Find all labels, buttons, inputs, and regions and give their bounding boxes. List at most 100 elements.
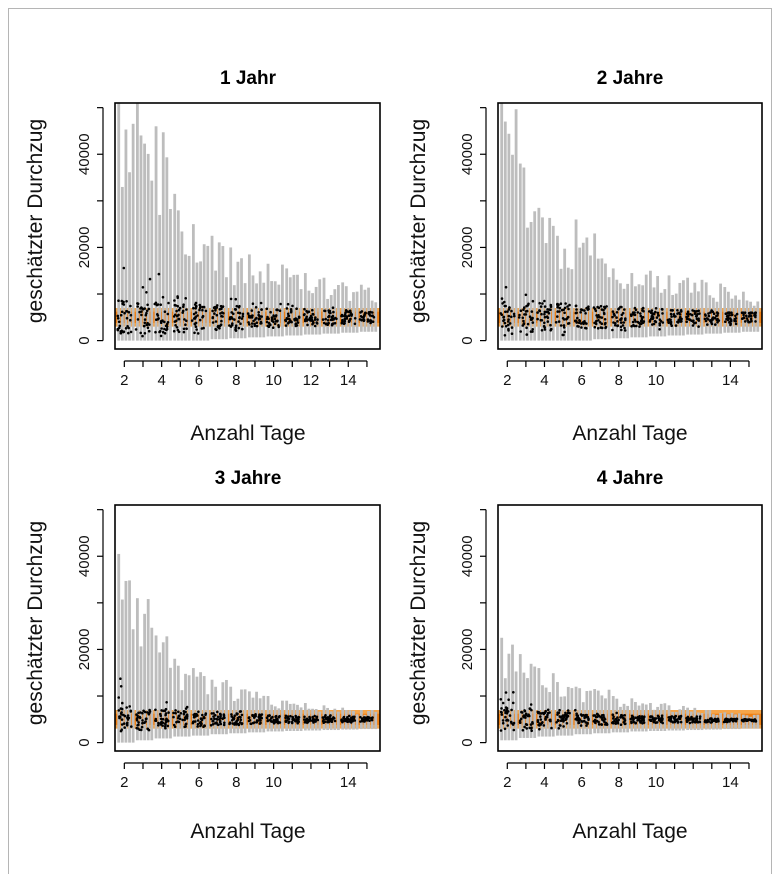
data-point (735, 717, 739, 721)
data-point (540, 312, 543, 316)
data-point (185, 327, 188, 331)
data-point (176, 304, 179, 308)
data-point (287, 717, 291, 721)
data-point (508, 306, 511, 309)
x-axis: 2 4 6 8 10 14 (120, 762, 368, 791)
data-point (211, 321, 215, 324)
data-point (504, 710, 508, 714)
data-point (522, 322, 526, 325)
data-point (248, 323, 251, 326)
range-bar (154, 635, 158, 739)
data-point (286, 302, 290, 306)
data-point (548, 308, 551, 311)
data-point (639, 314, 643, 318)
data-point (177, 330, 181, 334)
data-point (648, 310, 651, 313)
data-point (161, 721, 165, 725)
data-point (621, 324, 625, 327)
data-point (368, 719, 371, 722)
data-point (633, 306, 637, 310)
data-point (554, 321, 558, 324)
data-point (193, 331, 196, 335)
data-point (508, 714, 512, 717)
data-point (117, 709, 121, 712)
data-point (145, 311, 148, 315)
range-bar (533, 211, 537, 341)
data-point (136, 305, 139, 308)
data-point (586, 722, 589, 725)
data-point (148, 277, 152, 281)
data-point (311, 715, 315, 719)
data-point (333, 717, 336, 720)
x-tick-label: 4 (540, 372, 548, 389)
data-point (343, 321, 346, 325)
data-point (139, 331, 142, 335)
x-tick-label: 2 (120, 774, 128, 791)
data-point (230, 715, 233, 718)
data-point (641, 309, 644, 312)
data-point (619, 321, 623, 324)
data-point (500, 297, 504, 300)
data-point (654, 307, 658, 310)
data-point (313, 324, 317, 328)
data-point (660, 307, 664, 311)
data-point (222, 723, 226, 727)
data-point (524, 310, 528, 313)
data-point (564, 302, 567, 305)
data-point (619, 723, 623, 726)
data-point (623, 719, 626, 722)
data-point (176, 295, 179, 298)
data-point (165, 322, 169, 326)
data-point (543, 312, 546, 316)
data-point (638, 719, 642, 723)
data-point (181, 718, 184, 722)
data-point (265, 320, 269, 324)
data-point (634, 716, 638, 719)
range-bar (596, 690, 600, 734)
data-point (120, 711, 123, 714)
data-point (549, 329, 552, 332)
range-bar (128, 580, 131, 743)
data-point (221, 315, 224, 318)
data-point (360, 310, 364, 313)
data-point (257, 318, 261, 321)
range-bar (206, 694, 210, 736)
y-tick-label: 20000 (76, 227, 93, 269)
data-point (631, 320, 635, 324)
range-bar (131, 123, 135, 341)
data-point (697, 325, 700, 328)
data-point (313, 318, 317, 321)
range-bar (737, 713, 741, 730)
data-point (129, 318, 132, 322)
range-bar (719, 712, 723, 730)
data-point (241, 327, 244, 331)
data-point (284, 716, 287, 720)
data-point (349, 313, 353, 316)
data-point (203, 724, 206, 728)
data-point (323, 309, 326, 313)
data-point (500, 707, 503, 710)
data-point (638, 717, 642, 720)
data-point (595, 719, 599, 723)
range-bar (551, 673, 555, 737)
data-point (130, 725, 133, 728)
data-point (117, 299, 120, 303)
range-bar (570, 688, 574, 736)
data-point (587, 305, 590, 309)
data-point (159, 717, 163, 721)
data-point (536, 317, 539, 321)
data-point (522, 308, 525, 312)
range-bar (214, 686, 218, 735)
data-point (240, 722, 244, 725)
data-point (632, 313, 635, 316)
data-point (253, 324, 257, 328)
data-point (214, 320, 218, 323)
data-point (641, 315, 645, 319)
data-point (617, 307, 620, 311)
data-point (184, 723, 187, 726)
x-axis-label: Anzahl Tage (572, 422, 687, 445)
data-point (161, 295, 165, 299)
data-point (161, 724, 164, 727)
data-point (278, 715, 281, 718)
data-point (730, 311, 733, 315)
